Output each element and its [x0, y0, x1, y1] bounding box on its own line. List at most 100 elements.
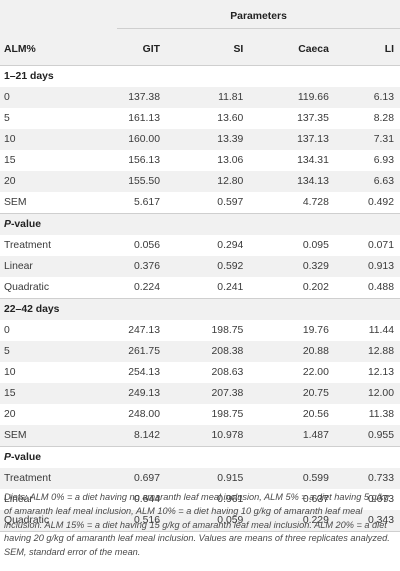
cell-si: 0.592: [217, 261, 244, 272]
row-label: 0: [4, 92, 10, 103]
row-label: Treatment: [4, 473, 51, 484]
cell-caeca: 134.31: [297, 155, 329, 166]
cell-caeca: 20.56: [302, 409, 329, 420]
cell-li: 0.733: [367, 473, 394, 484]
cell-git: 155.50: [128, 176, 160, 187]
row-label: 0: [4, 325, 10, 336]
header-row-parameters: Parameters: [0, 0, 400, 33]
cell-li: 11.44: [368, 325, 394, 336]
pvalue-title-p: P: [4, 219, 11, 230]
row-label: SEM: [4, 197, 27, 208]
cell-git: 261.75: [128, 346, 160, 357]
cell-git: 8.142: [133, 430, 160, 441]
cell-si: 13.60: [217, 113, 244, 124]
table-row: 0 137.38 11.81 119.66 6.13: [0, 87, 400, 108]
column-header-caeca: Caeca: [298, 43, 329, 55]
section-title-row: 22–42 days: [0, 298, 400, 320]
cell-caeca: 22.00: [302, 367, 329, 378]
cell-git: 0.516: [133, 515, 160, 526]
cell-git: 0.376: [133, 261, 160, 272]
cell-li: 6.63: [373, 176, 394, 187]
row-label: Quadratic: [4, 282, 50, 293]
table-row: 5 261.75 208.38 20.88 12.88: [0, 341, 400, 362]
cell-si: 0.059: [217, 515, 244, 526]
cell-caeca: 20.75: [302, 388, 329, 399]
cell-si: 13.39: [217, 134, 244, 145]
section-title-row: 1–21 days: [0, 66, 400, 88]
parameters-header: Parameters: [111, 0, 400, 33]
row-label: Treatment: [4, 240, 51, 251]
cell-caeca: 134.13: [297, 176, 329, 187]
pvalue-title: P-value: [0, 447, 400, 469]
pvalue-row: Treatment 0.056 0.294 0.095 0.071: [0, 235, 400, 256]
cell-caeca: 20.88: [302, 346, 329, 357]
table-row: 0 247.13 198.75 19.76 11.44: [0, 320, 400, 341]
section-title: 22–42 days: [4, 304, 60, 315]
table-row: SEM 8.142 10.978 1.487 0.955: [0, 425, 400, 447]
cell-caeca: 1.487: [302, 430, 329, 441]
column-header-alm: ALM%: [4, 43, 36, 55]
cell-si: 0.597: [217, 197, 244, 208]
row-label: 15: [4, 388, 16, 399]
cell-li: 0.913: [367, 261, 394, 272]
cell-si: 198.75: [211, 325, 244, 336]
cell-git: 0.644: [133, 494, 160, 505]
cell-si: 0.915: [217, 473, 244, 484]
pvalue-title-row: P-value: [0, 213, 400, 236]
row-label: SEM: [4, 430, 27, 441]
row-label: 10: [4, 134, 16, 145]
cell-caeca: 0.095: [302, 240, 329, 251]
table-body: Parameters ALM% GIT SI Caeca LI 1–21 day…: [0, 0, 400, 532]
cell-si: 0.961: [217, 494, 244, 505]
column-header-li: LI: [384, 43, 394, 55]
table-row: SEM 5.617 0.597 4.728 0.492: [0, 192, 400, 214]
cell-caeca: 0.229: [302, 515, 329, 526]
cell-caeca: 4.728: [302, 197, 329, 208]
row-label: 20: [4, 409, 16, 420]
cell-git: 247.13: [128, 325, 160, 336]
pvalue-row: Treatment 0.697 0.915 0.599 0.733: [0, 468, 400, 489]
cell-caeca: 0.202: [302, 282, 329, 293]
pvalue-title-rest: -value: [10, 452, 41, 463]
cell-si: 11.81: [218, 92, 244, 103]
cell-caeca: 137.35: [297, 113, 329, 124]
header-row-columns: ALM% GIT SI Caeca LI: [0, 33, 400, 66]
cell-li: 0.492: [367, 197, 394, 208]
parameters-label: Parameters: [117, 5, 400, 29]
cell-caeca: 137.13: [297, 134, 329, 145]
cell-li: 0.673: [367, 494, 394, 505]
cell-caeca: 19.76: [302, 325, 329, 336]
row-label: 10: [4, 367, 16, 378]
cell-li: 0.488: [367, 282, 394, 293]
table-row: 5 161.13 13.60 137.35 8.28: [0, 108, 400, 129]
cell-li: 6.93: [373, 155, 394, 166]
cell-git: 0.224: [133, 282, 160, 293]
row-label: 15: [4, 155, 16, 166]
table-row: 15 156.13 13.06 134.31 6.93: [0, 150, 400, 171]
cell-li: 8.28: [373, 113, 394, 124]
cell-si: 198.75: [211, 409, 244, 420]
cell-li: 6.13: [373, 92, 394, 103]
cell-li: 0.343: [367, 515, 394, 526]
row-label: Linear: [4, 261, 33, 272]
cell-git: 5.617: [133, 197, 160, 208]
cell-li: 12.13: [367, 367, 394, 378]
pvalue-row: Quadratic 0.224 0.241 0.202 0.488: [0, 277, 400, 299]
cell-git: 0.056: [133, 240, 160, 251]
pvalue-row: Linear 0.644 0.961 0.637 0.673: [0, 489, 400, 510]
pvalue-title: P-value: [0, 214, 400, 236]
column-header-git: GIT: [142, 43, 160, 55]
cell-git: 248.00: [128, 409, 160, 420]
pvalue-title-row: P-value: [0, 447, 400, 469]
cell-git: 160.00: [128, 134, 160, 145]
cell-li: 7.31: [373, 134, 394, 145]
pvalue-title-rest: -value: [10, 219, 41, 230]
cell-si: 10.978: [211, 430, 244, 441]
cell-li: 11.38: [368, 409, 394, 420]
cell-caeca: 119.66: [297, 92, 329, 103]
column-header-si: SI: [233, 43, 244, 55]
row-label: Linear: [4, 494, 33, 505]
data-table: Parameters ALM% GIT SI Caeca LI 1–21 day…: [0, 0, 400, 532]
pvalue-row: Linear 0.376 0.592 0.329 0.913: [0, 256, 400, 277]
